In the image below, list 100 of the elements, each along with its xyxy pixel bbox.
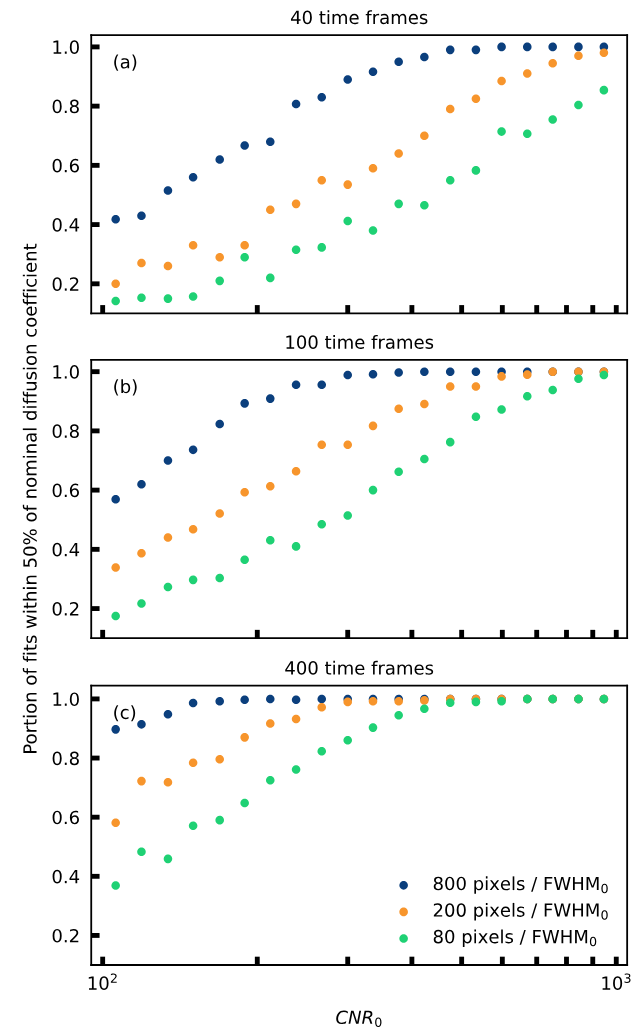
point [111,611,120,621]
point [163,261,173,271]
point [368,67,378,77]
point [368,723,378,732]
point [317,694,327,704]
point [163,582,173,592]
point [420,131,429,141]
point [240,798,249,808]
point [240,252,249,262]
point [394,710,403,720]
y-tick-label: 0.2 [52,277,79,291]
point [291,466,301,476]
point [188,292,198,301]
point [266,394,275,403]
point [497,127,506,136]
point [471,412,481,421]
point [368,370,378,379]
y-tick-label: 0.6 [52,158,79,173]
point [111,214,120,224]
point [445,367,455,376]
point [394,57,403,66]
point [368,164,378,173]
point [215,573,224,583]
point [215,815,224,825]
point [497,42,506,52]
point [368,485,378,495]
point [394,467,403,477]
point [188,575,198,585]
point [317,746,327,756]
point [343,736,352,745]
point [215,419,224,429]
point [394,404,403,413]
point [394,368,403,377]
point [163,533,173,542]
point [599,48,609,58]
point [471,94,481,103]
point [445,437,455,447]
y-tick-label: 0.8 [52,751,79,766]
y-tick-label: 1.0 [53,365,79,379]
point [445,175,455,185]
point [111,279,120,289]
point [291,245,301,255]
point [137,720,146,729]
point [497,76,506,86]
point [240,555,249,564]
point [394,149,403,158]
point [111,495,120,504]
point [266,205,275,215]
point [445,382,455,391]
point [317,519,327,529]
point [394,199,403,209]
chart-title: 40 time frames [290,10,428,25]
point [497,405,506,414]
point [471,367,481,376]
point [188,445,198,455]
x-tick-label: 10$^{3}$ [602,973,631,990]
point [574,100,583,110]
point [548,42,557,52]
y-tick-label: 1.0 [53,692,79,707]
point [291,99,301,109]
point [240,487,249,497]
point [291,714,301,724]
point [523,129,532,138]
y-tick-label: 0.2 [52,928,79,943]
point [215,697,224,706]
point [420,52,429,62]
point [317,440,327,450]
y-tick-label: 0.8 [52,99,79,114]
point [471,382,481,391]
point [215,155,224,164]
point [266,273,275,283]
point [343,440,352,450]
point [266,694,275,704]
point [343,180,352,189]
point [240,733,249,742]
legend-label: 800 pixels / FWHM$_{0}$ [433,876,608,894]
point [215,276,224,286]
point [420,454,429,464]
point [240,141,249,150]
point [188,698,198,708]
point [137,548,146,558]
annotation: (a) [114,54,137,71]
point [420,704,429,713]
point [137,847,146,857]
point [266,719,275,728]
point [188,524,198,534]
point [291,199,301,209]
point [163,294,173,303]
y-tick-label: 0.8 [52,424,79,439]
annotation: (c) [114,705,136,722]
point [163,710,173,719]
point [420,367,429,376]
y-tick-label: 0.4 [52,218,80,232]
point [240,241,249,250]
x-tick-label: 10$^{2}$ [88,973,117,990]
point [471,45,481,55]
point [497,372,506,381]
point [163,186,173,195]
y-tick-label: 0.4 [52,869,80,884]
point [291,380,301,389]
